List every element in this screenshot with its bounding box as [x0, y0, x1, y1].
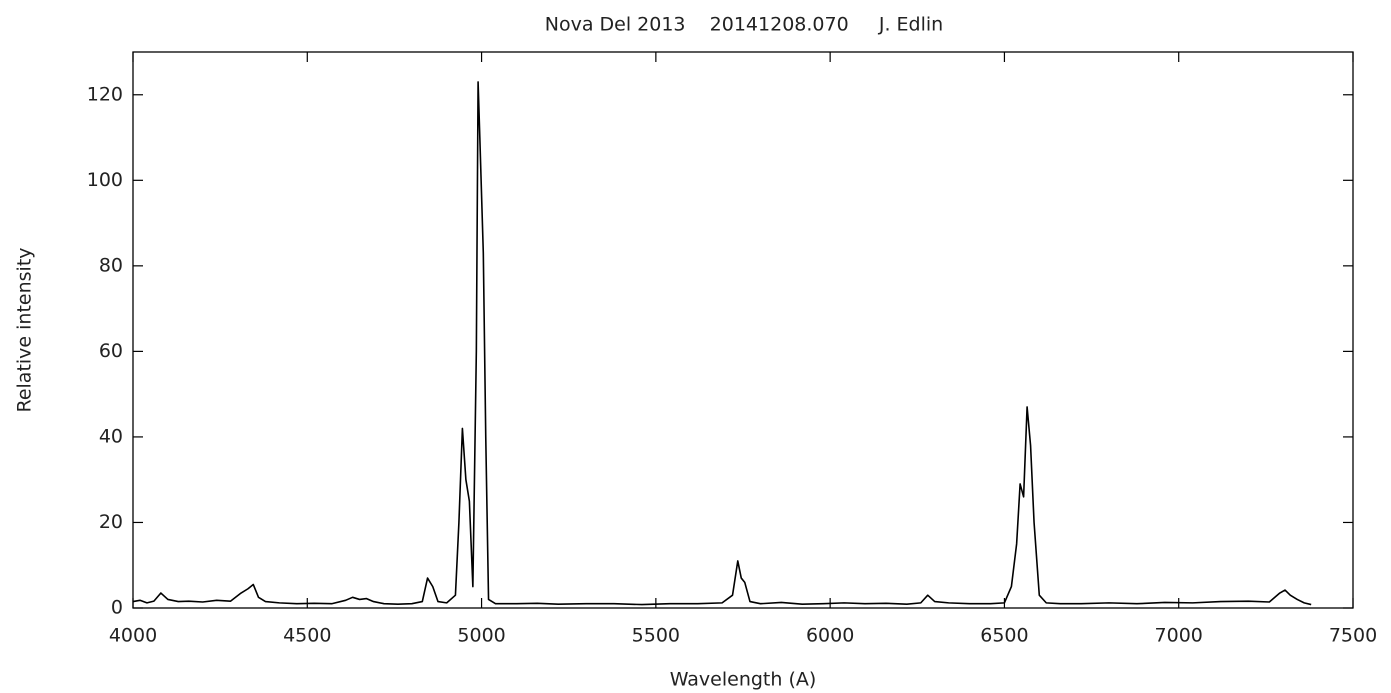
- x-tick-label: 5000: [457, 625, 505, 647]
- y-tick-label: 80: [99, 254, 123, 276]
- chart-title: Nova Del 2013 20141208.070 J. Edlin: [545, 14, 943, 36]
- y-tick-label: 40: [99, 425, 123, 447]
- x-tick-label: 6000: [806, 625, 854, 647]
- x-tick-label: 7500: [1329, 625, 1377, 647]
- y-tick-label: 60: [99, 340, 123, 362]
- x-tick-label: 7000: [1155, 625, 1203, 647]
- y-tick-label: 100: [87, 169, 123, 191]
- y-tick-label: 120: [87, 83, 123, 105]
- y-tick-label: 20: [99, 511, 123, 533]
- y-axis-label: Relative intensity: [14, 247, 36, 412]
- spectrum-line: [132, 81, 1312, 606]
- x-tick-label: 6500: [980, 625, 1028, 647]
- plot-frame: [132, 51, 1354, 609]
- y-tick-label: 0: [111, 597, 123, 619]
- x-tick-label: 4000: [109, 625, 157, 647]
- x-tick-label: 4500: [283, 625, 331, 647]
- x-axis-label: Wavelength (A): [670, 669, 817, 691]
- x-tick-label: 5500: [632, 625, 680, 647]
